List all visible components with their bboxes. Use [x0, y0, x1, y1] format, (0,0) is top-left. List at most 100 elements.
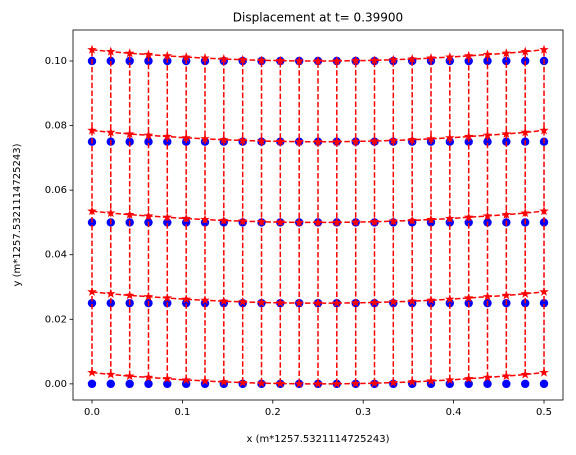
y-tick-label: 0.04: [45, 250, 67, 261]
point: [106, 369, 116, 379]
y-axis-label: y (m*1257.5321114725243): [12, 143, 23, 286]
plot-frame: [72, 29, 564, 401]
point: [332, 55, 342, 66]
point: [482, 210, 493, 221]
point: [539, 379, 549, 389]
point: [106, 379, 115, 389]
point: [332, 378, 342, 388]
point: [407, 134, 417, 144]
x-tick-label: 0.3: [355, 407, 371, 418]
point: [275, 217, 286, 227]
point: [275, 55, 286, 65]
point: [369, 297, 380, 307]
point: [332, 217, 342, 227]
point: [407, 376, 417, 386]
point: [294, 378, 304, 388]
x-axis-label: x (m*1257.5321114725243): [247, 434, 390, 445]
point: [539, 44, 549, 54]
point: [463, 292, 474, 303]
point: [313, 136, 323, 146]
point: [313, 217, 323, 227]
y-tick-label: 0.02: [45, 314, 67, 325]
point: [163, 379, 172, 389]
point: [181, 52, 191, 62]
point: [483, 137, 492, 146]
point: [463, 131, 474, 141]
point: [445, 132, 455, 142]
point: [256, 297, 267, 307]
point: [219, 54, 229, 64]
point: [106, 208, 116, 218]
point: [219, 376, 229, 386]
point: [181, 294, 191, 304]
point: [445, 374, 455, 385]
x-tick-label: 0.1: [174, 407, 190, 418]
point: [219, 296, 229, 306]
point: [200, 375, 210, 385]
point: [520, 288, 530, 298]
point: [501, 128, 512, 139]
point: [388, 54, 399, 64]
point: [256, 378, 267, 388]
point: [124, 371, 135, 381]
point: [369, 55, 380, 65]
point: [501, 48, 512, 58]
point: [294, 217, 304, 227]
point: [521, 379, 530, 389]
point: [350, 55, 361, 65]
point: [181, 213, 191, 223]
point: [445, 294, 455, 304]
point: [482, 372, 493, 382]
point: [350, 297, 361, 307]
x-tick-label: 0.4: [446, 407, 462, 418]
point: [539, 125, 549, 135]
point: [143, 291, 154, 301]
point: [464, 379, 473, 389]
point: [369, 216, 380, 226]
point: [200, 214, 210, 224]
point: [445, 52, 455, 62]
point: [162, 131, 173, 141]
point: [520, 46, 530, 56]
point: [445, 213, 455, 223]
point: [294, 298, 304, 308]
point: [181, 132, 191, 142]
point: [87, 206, 97, 216]
point: [219, 215, 229, 225]
point: [388, 296, 399, 306]
point: [143, 49, 154, 59]
y-tick-label: 0.08: [45, 121, 67, 132]
point: [87, 367, 97, 377]
point: [426, 53, 436, 63]
point: [87, 298, 97, 308]
point: [144, 137, 153, 146]
point: [237, 296, 248, 306]
chart-title: Displacement at t= 0.39900: [233, 11, 403, 25]
point: [539, 286, 549, 296]
point: [125, 56, 134, 66]
point: [162, 50, 173, 60]
point: [520, 127, 530, 137]
point: [502, 56, 511, 66]
x-tick-label: 0.0: [84, 407, 100, 418]
point: [106, 46, 116, 56]
point: [275, 378, 286, 388]
point: [539, 367, 549, 377]
point: [369, 378, 380, 388]
point: [294, 55, 304, 66]
point: [501, 209, 512, 219]
point: [200, 133, 210, 143]
point: [502, 379, 511, 389]
point: [237, 135, 248, 145]
point: [162, 373, 173, 383]
point: [426, 379, 436, 389]
point: [482, 49, 493, 59]
point: [350, 378, 361, 388]
y-tick-label: 0.06: [45, 185, 67, 196]
point: [237, 216, 248, 226]
point: [483, 379, 492, 389]
point: [275, 297, 286, 307]
point: [313, 378, 323, 388]
x-tick-label: 0.2: [265, 407, 281, 418]
